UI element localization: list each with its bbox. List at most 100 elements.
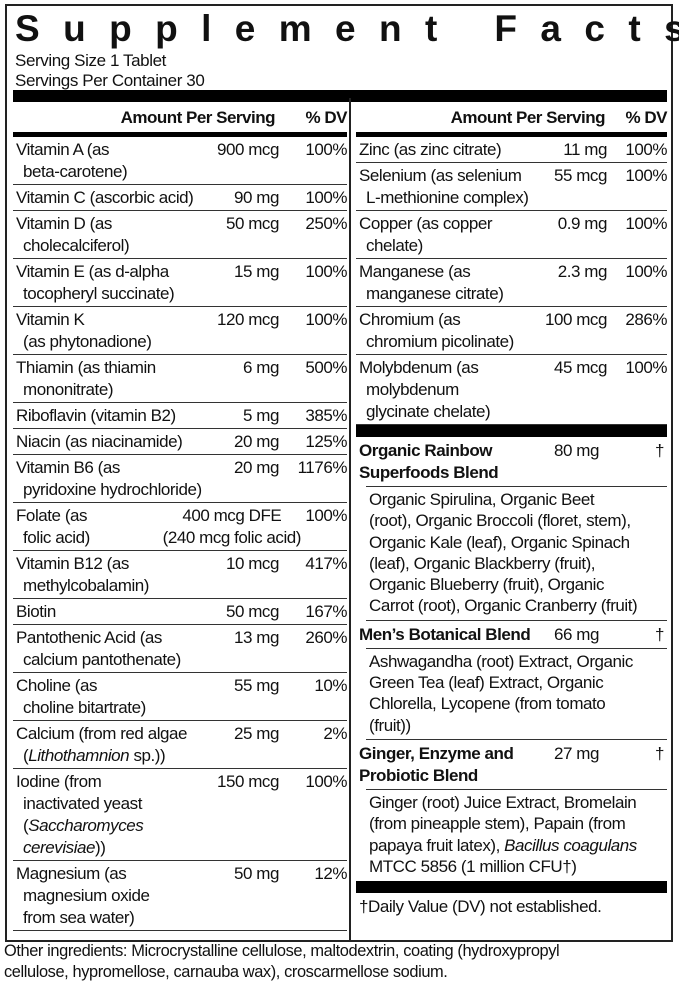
nutrient-name: Vitamin D (as cholecalciferol) bbox=[16, 214, 130, 255]
nutrient-row: Niacin (as niacinamide) 20 mg 125% bbox=[13, 429, 347, 455]
nutrient-amount: 50 mcg bbox=[225, 602, 280, 621]
nutrient-row: Vitamin A (as beta-carotene) 900 mcg 100% bbox=[13, 137, 347, 185]
nutrient-name: Selenium (as selenium L-methionine compl… bbox=[359, 166, 529, 207]
nutrient-amount: 55 mg bbox=[234, 676, 279, 695]
nutrient-row: Vitamin B12 (as methylcobalamin) 10 mcg 41… bbox=[13, 551, 347, 599]
blend-row: Ginger, Enzyme and Probiotic Blend 27 mg † bbox=[356, 740, 667, 789]
nutrient-amount: 120 mcg bbox=[216, 310, 280, 329]
nutrient-amount: 20 mg bbox=[234, 458, 279, 477]
serving-size: Serving Size 1 Tablet bbox=[15, 51, 166, 70]
nutrient-name: Magnesium (as magnesium oxide from sea w… bbox=[16, 864, 150, 927]
nutrient-amount: 13 mg bbox=[234, 628, 279, 647]
nutrient-row: Zinc (as zinc citrate) 11 mg 100% bbox=[356, 137, 667, 163]
nutrient-row: Calcium (from red algae (Lithothamnion s… bbox=[13, 721, 347, 769]
blend-amount: 66 mg bbox=[554, 624, 599, 644]
blend-name: Men’s Botanical Blend bbox=[359, 624, 531, 644]
nutrient-amount: 100 mcg bbox=[544, 310, 608, 329]
nutrient-name: Manganese (as manganese citrate) bbox=[359, 262, 504, 303]
dv-header: % DV bbox=[305, 108, 348, 127]
nutrient-name: Zinc (as zinc citrate) bbox=[359, 140, 502, 159]
nutrient-dv: 100% bbox=[625, 358, 667, 377]
nutrient-row: Choline (as choline bitartrate) 55 mg 10% bbox=[13, 673, 347, 721]
nutrient-row: Pantothenic Acid (as calcium pantothenat… bbox=[13, 625, 347, 673]
italic-name: Saccharomyces cerevisiae bbox=[23, 816, 144, 857]
nutrient-name: Copper (as copper chelate) bbox=[359, 214, 493, 255]
nutrient-row: Selenium (as selenium L-methionine compl… bbox=[356, 163, 667, 211]
nutrient-name: Molybdenum (as molybdenum glycinate chel… bbox=[359, 358, 491, 421]
blend-row: Organic Rainbow Superfoods Blend 80 mg † bbox=[356, 437, 667, 486]
nutrient-amount: 400 mcg DFE (240 mcg folic acid) bbox=[162, 506, 302, 547]
nutrient-name: Choline (as choline bitartrate) bbox=[16, 676, 146, 717]
nutrient-row: Magnesium (as magnesium oxide from sea w… bbox=[13, 861, 347, 931]
nutrient-row: Vitamin D (as cholecalciferol) 50 mcg 250% bbox=[13, 211, 347, 259]
supplement-facts-panel: Supplement Facts Serving Size 1 Tablet S… bbox=[5, 4, 679, 942]
nutrient-dv: 286% bbox=[625, 310, 667, 329]
nutrient-name: Vitamin E (as d-alpha tocopheryl succina… bbox=[16, 262, 175, 303]
blend-dv: † bbox=[655, 624, 665, 644]
nutrient-row: Chromium (as chromium picolinate) 100 mcg… bbox=[356, 307, 667, 355]
nutrient-row: Molybdenum (as molybdenum glycinate chel… bbox=[356, 355, 667, 425]
nutrient-name: Biotin bbox=[16, 602, 56, 621]
nutrient-name: Vitamin B12 (as methylcobalamin) bbox=[16, 554, 150, 595]
nutrient-dv: 100% bbox=[625, 166, 667, 185]
nutrient-row: Biotin 50 mcg 167% bbox=[13, 599, 347, 625]
nutrient-dv: 500% bbox=[305, 358, 347, 377]
nutrient-row: Manganese (as manganese citrate) 2.3 mg 10… bbox=[356, 259, 667, 307]
nutrient-amount: 2.3 mg bbox=[557, 262, 608, 281]
nutrient-row: Riboflavin (vitamin B2) 5 mg 385% bbox=[13, 403, 347, 429]
column-divider bbox=[349, 98, 351, 940]
nutrient-amount: 5 mg bbox=[243, 406, 279, 425]
nutrient-amount: 900 mcg bbox=[216, 140, 280, 159]
blend-ingredients: Organic Spirulina, Organic Beet (root), … bbox=[366, 486, 667, 621]
nutrient-name: Vitamin C (ascorbic acid) bbox=[16, 188, 194, 207]
nutrient-dv: 417% bbox=[305, 554, 347, 573]
nutrient-name: Calcium (from red algae (Lithothamnion s… bbox=[16, 724, 188, 765]
nutrient-name: Folate (as folic acid) bbox=[16, 506, 90, 547]
italic-name: Bacillus coagulans bbox=[504, 835, 637, 855]
nutrient-name: Vitamin A (as beta-carotene) bbox=[16, 140, 128, 181]
nutrient-amount: 20 mg bbox=[234, 432, 279, 451]
nutrient-dv: 10% bbox=[314, 676, 347, 695]
column-header: Amount Per Serving % DV bbox=[13, 103, 348, 137]
nutrient-name: Vitamin K (as phytonadione) bbox=[16, 310, 152, 351]
blend-amount: 80 mg bbox=[554, 441, 599, 460]
nutrient-row: Vitamin E (as d-alpha tocopheryl succina… bbox=[13, 259, 347, 307]
nutrient-row: Vitamin B6 (as pyridoxine hydrochloride)… bbox=[13, 455, 347, 503]
nutrient-dv: 250% bbox=[305, 214, 347, 233]
other-ingredients: Other ingredients: Microcrystalline cell… bbox=[4, 942, 560, 981]
panel-title: Supplement Facts bbox=[15, 8, 679, 49]
nutrient-row: Thiamin (as thiamin mononitrate) 6 mg 500% bbox=[13, 355, 347, 403]
nutrient-name: Thiamin (as thiamin mononitrate) bbox=[16, 358, 156, 399]
nutrient-dv: 100% bbox=[625, 140, 667, 159]
nutrient-dv: 100% bbox=[305, 506, 347, 525]
nutrient-dv: 1176% bbox=[297, 458, 348, 477]
nutrient-amount: 50 mg bbox=[234, 864, 279, 883]
nutrient-row: Vitamin K (as phytonadione) 120 mcg 100% bbox=[13, 307, 347, 355]
nutrient-amount: 10 mcg bbox=[225, 554, 280, 573]
left-column: Amount Per Serving % DV Vitamin A (as be… bbox=[13, 103, 348, 931]
nutrient-amount: 150 mcg bbox=[216, 772, 280, 791]
nutrient-row: Folate (as folic acid) 400 mcg DFE (240 m… bbox=[13, 503, 347, 551]
thick-divider bbox=[13, 90, 667, 102]
nutrient-dv: 12% bbox=[314, 864, 347, 883]
column-header: Amount Per Serving % DV bbox=[356, 103, 668, 137]
servings-per-container: Servings Per Container 30 bbox=[15, 71, 205, 90]
amount-header: Amount Per Serving bbox=[120, 108, 276, 127]
nutrient-name: Vitamin B6 (as pyridoxine hydrochloride) bbox=[16, 458, 202, 499]
nutrient-row: Vitamin C (ascorbic acid) 90 mg 100% bbox=[13, 185, 347, 211]
nutrient-dv: 167% bbox=[305, 602, 347, 621]
nutrient-amount: 0.9 mg bbox=[557, 214, 608, 233]
italic-name: Lithothamnion bbox=[28, 746, 130, 765]
blend-amount: 27 mg bbox=[554, 743, 599, 763]
nutrient-dv: 260% bbox=[305, 628, 347, 647]
nutrient-row: Iodine (from inactivated yeast (Saccharo… bbox=[13, 769, 347, 861]
nutrient-dv: 100% bbox=[625, 214, 667, 233]
nutrient-amount: 25 mg bbox=[234, 724, 279, 743]
nutrient-amount: 90 mg bbox=[234, 188, 279, 207]
nutrient-dv: 2% bbox=[323, 724, 347, 743]
blend-ingredients: Ginger (root) Juice Extract, Bromelain (… bbox=[366, 788, 667, 880]
thick-divider bbox=[356, 425, 667, 437]
blend-name: Organic Rainbow Superfoods Blend bbox=[359, 441, 499, 482]
nutrient-amount: 50 mcg bbox=[225, 214, 280, 233]
nutrient-name: Chromium (as chromium picolinate) bbox=[359, 310, 514, 351]
